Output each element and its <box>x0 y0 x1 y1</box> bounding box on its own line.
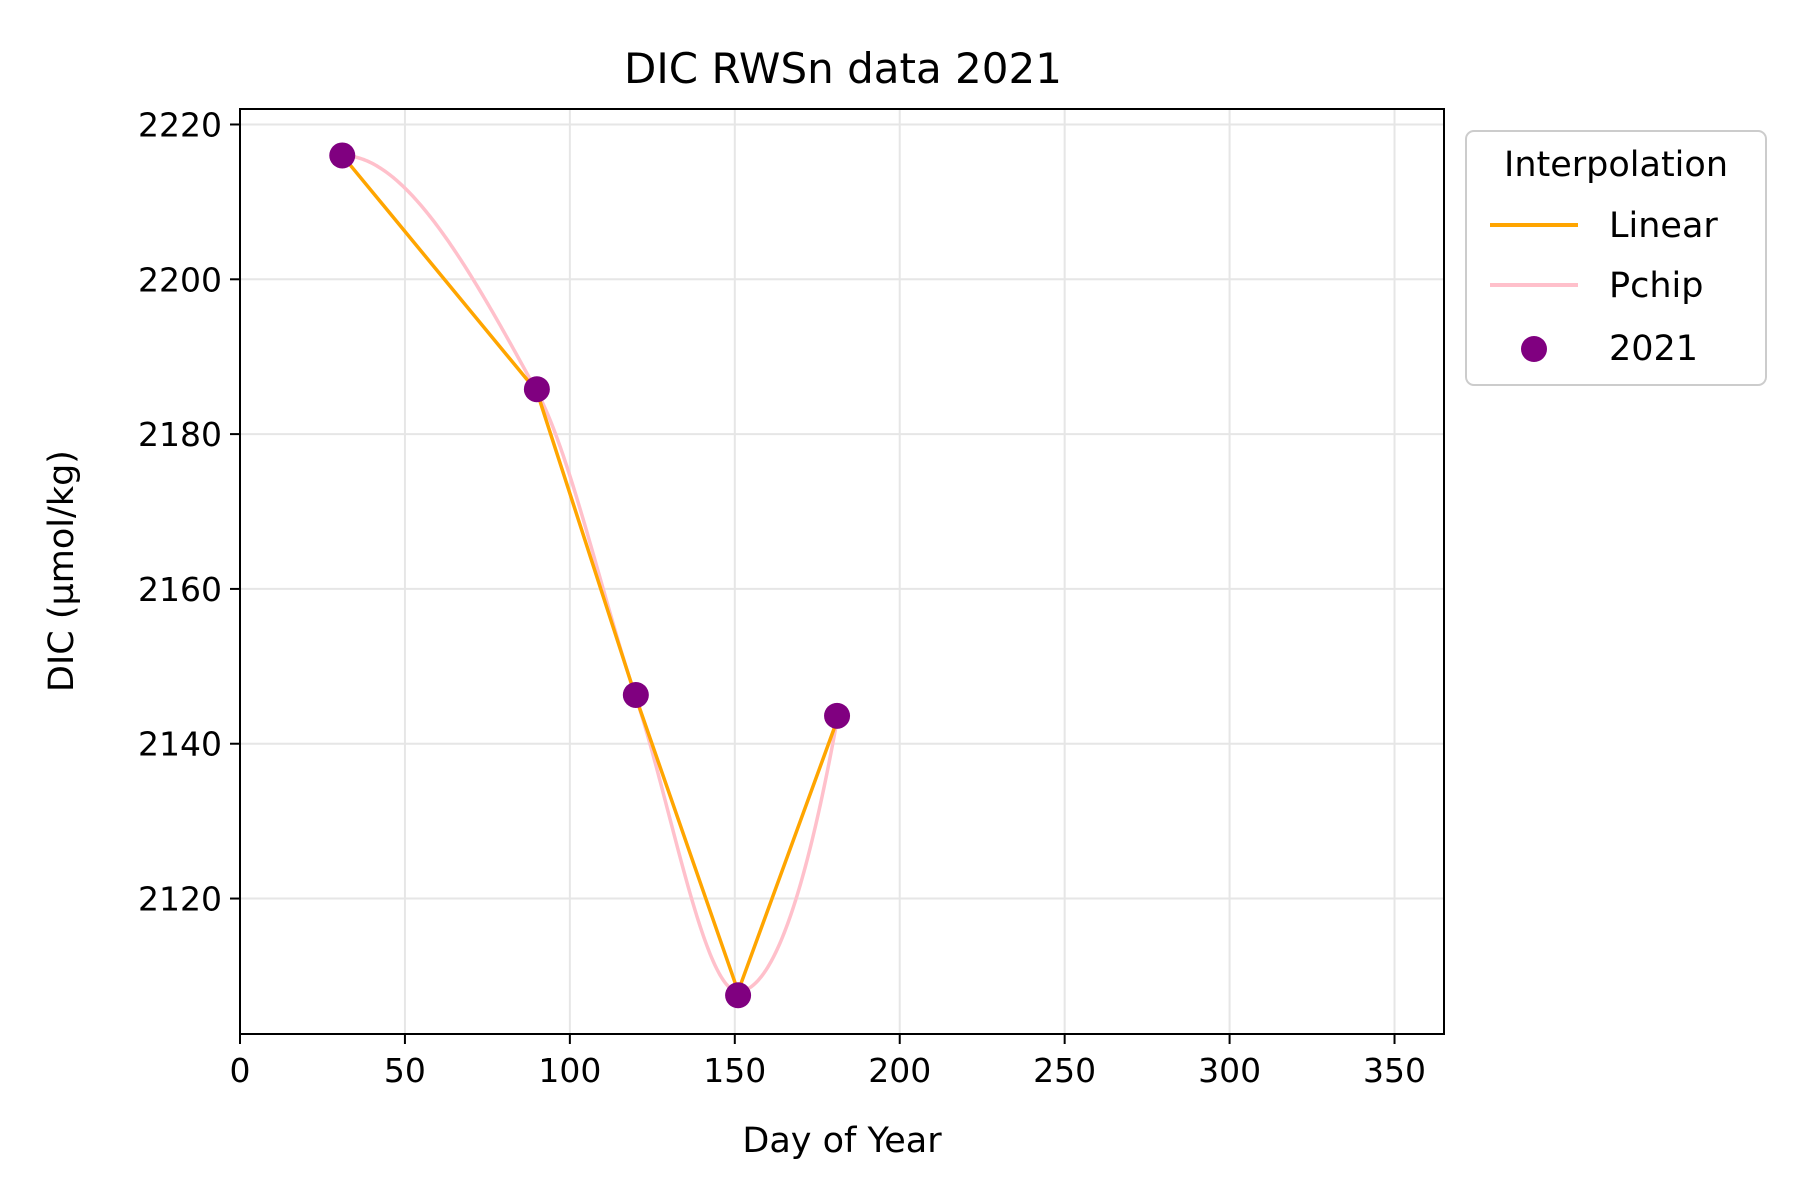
y-tick-label: 2180 <box>138 415 222 454</box>
pchip-series-line <box>342 153 839 994</box>
x-tick-label: 0 <box>230 1051 251 1090</box>
y-tick-label: 2120 <box>138 880 222 919</box>
chart-title: DIC RWSn data 2021 <box>624 44 1062 93</box>
x-tick-label: 350 <box>1363 1051 1426 1090</box>
x-tick-label: 300 <box>1198 1051 1261 1090</box>
x-axis-label: Day of Year <box>742 1121 942 1161</box>
data-point <box>824 702 851 729</box>
legend: Interpolation Linear Pchip 2021 <box>1465 130 1767 386</box>
axis-ticks: 0 50 100 150 200 250 300 350 2120 2140 2160 2180 220… <box>138 105 1426 1090</box>
data-point <box>329 142 356 169</box>
x-tick-label: 150 <box>703 1051 766 1090</box>
scatter-points <box>329 142 851 1009</box>
y-tick-label: 2220 <box>138 105 222 144</box>
legend-title: Interpolation <box>1504 145 1728 185</box>
y-tick-label: 2140 <box>138 725 222 764</box>
legend-2021-marker <box>1521 336 1547 362</box>
y-tick-label: 2200 <box>138 260 222 299</box>
data-point <box>523 376 550 403</box>
x-tick-label: 50 <box>384 1051 426 1090</box>
x-tick-label: 250 <box>1033 1051 1096 1090</box>
legend-box <box>1465 130 1767 386</box>
data-point <box>622 681 649 708</box>
grid-lines <box>239 109 1444 1034</box>
legend-linear-label: Linear <box>1609 206 1718 246</box>
plot-frame <box>239 108 1445 1035</box>
data-point <box>725 982 752 1009</box>
y-axis-label: DIC (µmol/kg) <box>42 450 82 692</box>
legend-2021-label: 2021 <box>1609 329 1698 369</box>
plot-area <box>329 142 851 1009</box>
x-tick-label: 100 <box>538 1051 601 1090</box>
x-tick-label: 200 <box>868 1051 931 1090</box>
legend-pchip-label: Pchip <box>1609 266 1703 306</box>
y-tick-label: 2160 <box>138 570 222 609</box>
